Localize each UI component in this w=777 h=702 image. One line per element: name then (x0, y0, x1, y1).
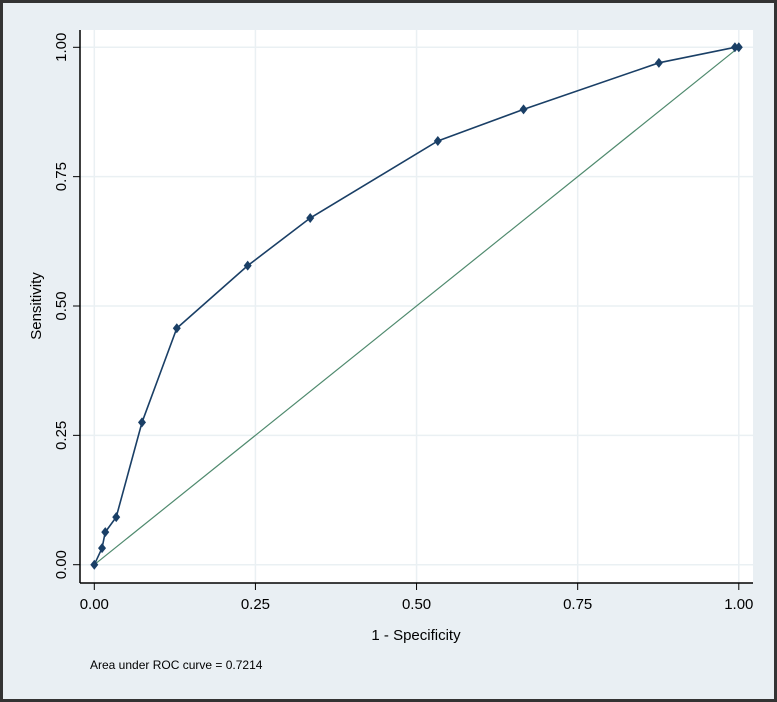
roc-point (433, 135, 442, 146)
roc-point (98, 543, 107, 554)
roc-point (306, 213, 315, 224)
roc-point (519, 104, 528, 115)
roc-point (654, 57, 663, 68)
roc-point (243, 260, 252, 271)
x-tick-label: 0.25 (241, 596, 270, 613)
x-tick-label: 0.50 (402, 596, 431, 613)
x-axis-label: 1 - Specificity (371, 627, 461, 644)
y-tick-label: 0.25 (53, 421, 70, 450)
y-tick-label: 1.00 (53, 33, 70, 62)
roc-point (112, 512, 121, 523)
roc-point (101, 527, 110, 538)
x-tick-label: 0.00 (80, 596, 109, 613)
reference-line (93, 46, 740, 566)
roc-point (90, 559, 99, 570)
x-tick-label: 1.00 (724, 596, 753, 613)
y-tick-label: 0.75 (53, 162, 70, 191)
auc-annotation: Area under ROC curve = 0.7214 (90, 658, 263, 672)
y-tick-label: 0.00 (53, 550, 70, 579)
roc-chart: 0.00 0.25 0.50 0.75 1.00 0.00 0.25 0.50 0.75 1.00… (28, 30, 753, 672)
roc-point (172, 323, 181, 334)
x-tick-label: 0.75 (563, 596, 592, 613)
y-axis-label: Sensitivity (28, 272, 45, 340)
roc-point (137, 417, 146, 428)
roc-point (734, 42, 743, 53)
y-tick-label: 0.50 (53, 291, 70, 320)
